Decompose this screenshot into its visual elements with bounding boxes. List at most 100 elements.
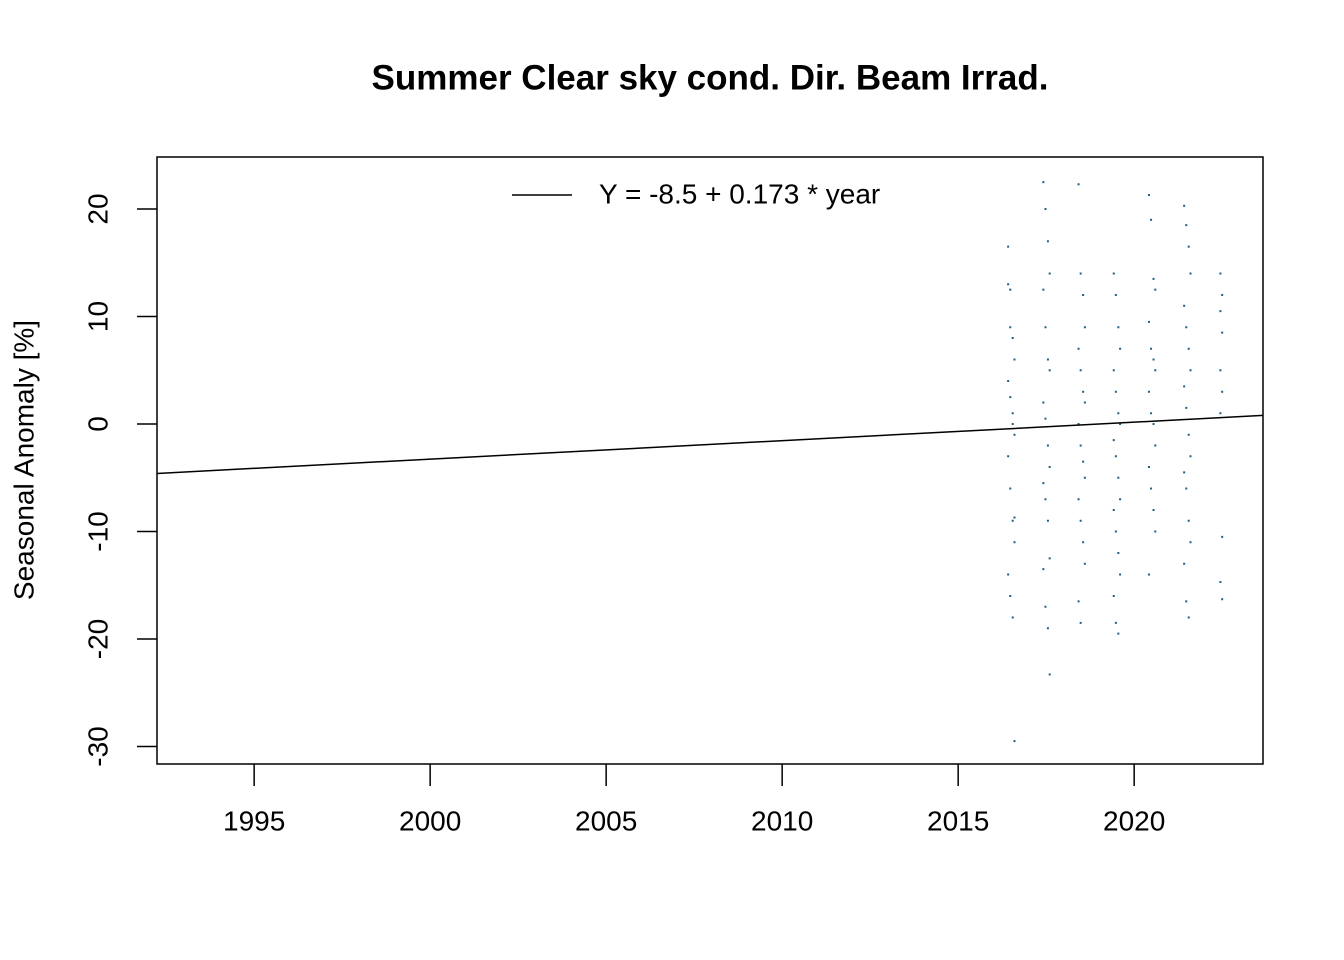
point: [1112, 369, 1115, 372]
point: [1013, 358, 1016, 361]
x-tick-label: 2010: [751, 805, 813, 836]
point: [1114, 621, 1117, 624]
x-tick-label: 2005: [575, 805, 637, 836]
point: [1079, 621, 1082, 624]
point: [1219, 581, 1222, 584]
point: [1150, 347, 1153, 350]
point: [1048, 673, 1051, 676]
point: [1221, 331, 1224, 334]
point: [1083, 326, 1086, 329]
point: [1046, 627, 1049, 630]
point: [1219, 272, 1222, 275]
point: [1077, 347, 1080, 350]
point: [1183, 471, 1186, 474]
point: [1046, 240, 1049, 243]
point: [1009, 594, 1012, 597]
y-tick-label: 0: [82, 416, 113, 432]
point: [1189, 369, 1192, 372]
point: [1185, 406, 1188, 409]
point: [1011, 412, 1014, 415]
chart-title: Summer Clear sky cond. Dir. Beam Irrad.: [372, 58, 1049, 97]
x-tick-label: 2000: [399, 805, 461, 836]
point: [1221, 598, 1224, 601]
point: [1044, 605, 1047, 608]
point: [1042, 288, 1045, 291]
point: [1048, 369, 1051, 372]
point: [1221, 390, 1224, 393]
point: [1082, 460, 1085, 463]
x-tick-label: 2015: [927, 805, 989, 836]
point: [1013, 433, 1016, 436]
point: [1152, 277, 1155, 280]
point: [1183, 385, 1186, 388]
point: [1007, 283, 1010, 286]
point: [1077, 183, 1080, 186]
point: [1154, 288, 1157, 291]
y-tick-label: 20: [82, 193, 113, 224]
point: [1187, 616, 1190, 619]
y-tick-label: 10: [82, 301, 113, 332]
point: [1082, 294, 1085, 297]
point: [1150, 487, 1153, 490]
point: [1112, 594, 1115, 597]
point: [1079, 369, 1082, 372]
point: [1082, 390, 1085, 393]
point: [1221, 535, 1224, 538]
x-tick-label: 1995: [223, 805, 285, 836]
point: [1114, 530, 1117, 533]
point: [1042, 482, 1045, 485]
point: [1007, 573, 1010, 576]
point: [1119, 498, 1122, 501]
point: [1048, 557, 1051, 560]
point: [1083, 401, 1086, 404]
point: [1044, 417, 1047, 420]
y-tick-label: -20: [82, 619, 113, 659]
point: [1187, 245, 1190, 248]
point: [1044, 498, 1047, 501]
point: [1152, 423, 1155, 426]
point: [1189, 541, 1192, 544]
point: [1185, 224, 1188, 227]
point: [1011, 337, 1014, 340]
point: [1042, 401, 1045, 404]
point: [1185, 326, 1188, 329]
point: [1150, 412, 1153, 415]
point: [1147, 573, 1150, 576]
point: [1219, 412, 1222, 415]
point: [1048, 272, 1051, 275]
point: [1119, 347, 1122, 350]
point: [1114, 390, 1117, 393]
point: [1083, 476, 1086, 479]
point: [1185, 600, 1188, 603]
point: [1119, 573, 1122, 576]
point: [1187, 347, 1190, 350]
point: [1044, 326, 1047, 329]
point: [1112, 508, 1115, 511]
point: [1013, 516, 1016, 519]
point: [1013, 541, 1016, 544]
point: [1007, 380, 1010, 383]
point: [1117, 412, 1120, 415]
point: [1117, 326, 1120, 329]
point: [1154, 369, 1157, 372]
y-tick-label: -30: [82, 726, 113, 766]
point: [1152, 358, 1155, 361]
trend-line: [156, 414, 1264, 475]
point: [1221, 294, 1224, 297]
plot-frame: [156, 156, 1264, 765]
point: [1048, 466, 1051, 469]
point: [1117, 632, 1120, 635]
point: [1083, 562, 1086, 565]
point: [1187, 519, 1190, 522]
point: [1007, 245, 1010, 248]
point: [1077, 423, 1080, 426]
point: [1147, 466, 1150, 469]
point: [1077, 600, 1080, 603]
point: [1112, 439, 1115, 442]
point: [1219, 310, 1222, 313]
point: [1046, 358, 1049, 361]
point: [1011, 423, 1014, 426]
point: [1147, 320, 1150, 323]
